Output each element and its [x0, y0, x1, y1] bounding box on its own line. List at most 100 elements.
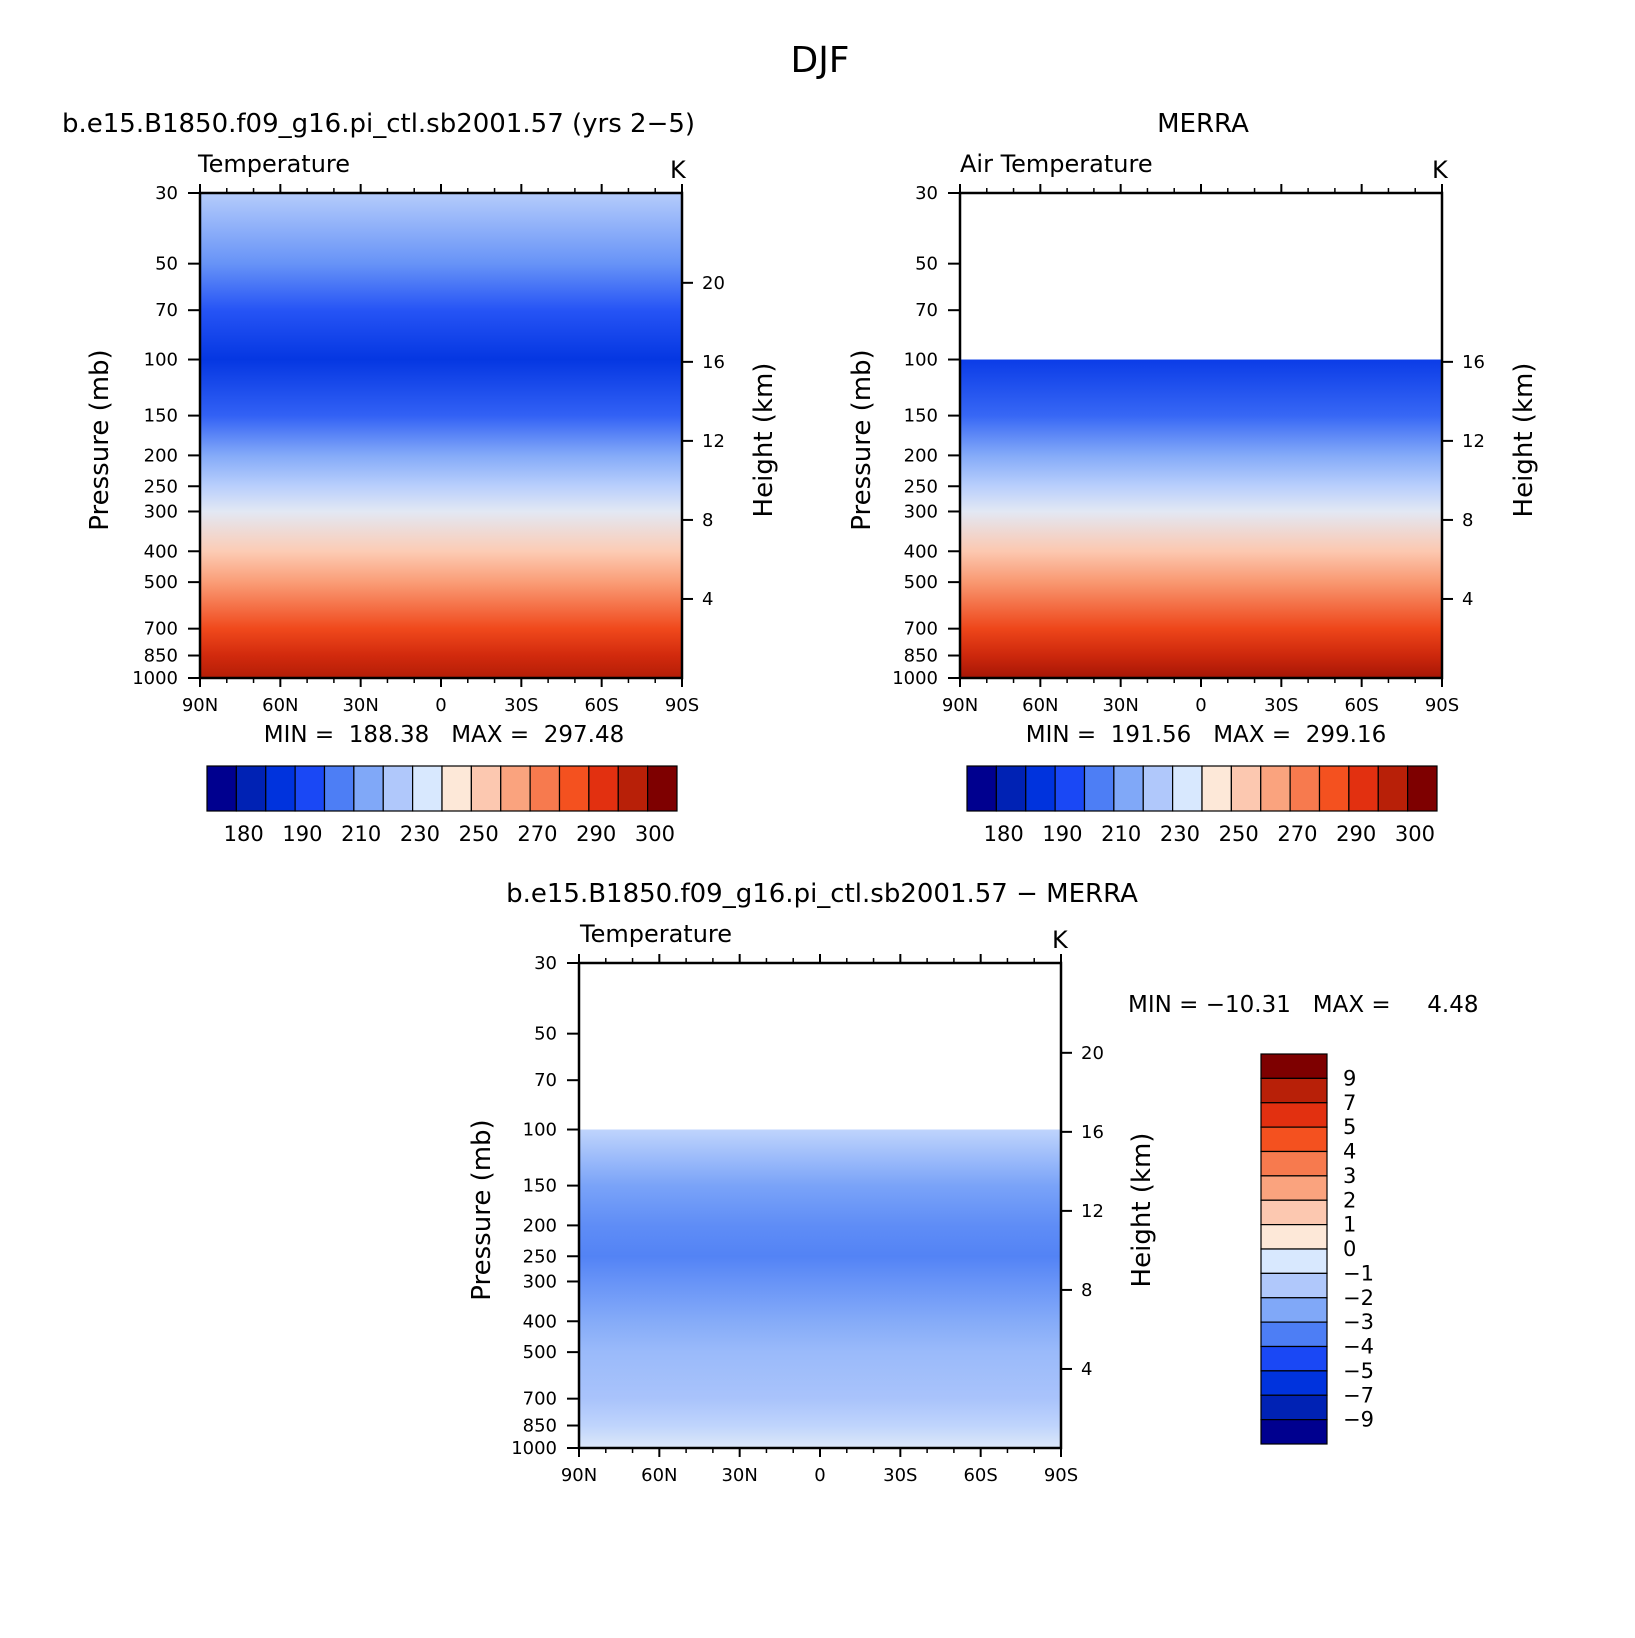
colorbar-label: 270 [517, 822, 557, 846]
colorbar-box [1260, 1370, 1328, 1396]
colorbar-box [235, 765, 267, 812]
y-tick-label: 400 [904, 541, 938, 562]
colorbar-box [1083, 765, 1115, 812]
colorbar-box [1260, 1126, 1328, 1153]
colorbar-label: 4 [1343, 1140, 1356, 1164]
colorbar-label: 7 [1343, 1091, 1356, 1115]
panel-model-plot: 90N 60N 30N 0 30S 60S 90S 30 50 70 100 150 200 250 300… [132, 183, 725, 716]
colorbar-label: 290 [576, 822, 616, 846]
figure-title: DJF [790, 40, 849, 81]
panel-merra-stats: MIN = 191.56 MAX = 299.16 [1026, 722, 1386, 748]
panel-difference-y2label: Height (km) [1127, 1133, 1157, 1288]
colorbar-label: 270 [1277, 822, 1317, 846]
y2-tick-label: 12 [702, 431, 725, 452]
panel-difference-title: b.e15.B1850.f09_g16.pi_ctl.sb2001.57 − M… [506, 879, 1138, 909]
panel-model-title: b.e15.B1850.f09_g16.pi_ctl.sb2001.57 (yr… [62, 109, 695, 139]
colorbar-box [1260, 1297, 1328, 1323]
colorbar-label: 210 [1101, 822, 1141, 846]
y-tick-label: 500 [144, 572, 178, 593]
colorbar-box [558, 765, 590, 812]
y2-tick-label: 20 [1081, 1043, 1104, 1064]
colorbar-box [1289, 765, 1321, 812]
colorbar-label: 190 [282, 822, 322, 846]
x-tick-label: 30N [721, 1465, 757, 1486]
colorbar-box [353, 765, 384, 812]
x-tick-label: 30S [1264, 695, 1298, 716]
panel-merra-title: MERRA [1157, 109, 1249, 139]
x-tick-label: 90S [665, 695, 699, 716]
colorbar-box [1260, 1199, 1328, 1226]
panel-merra-variable: Air Temperature [960, 150, 1153, 178]
y-tick-label: 200 [144, 445, 178, 466]
colorbar-label: 9 [1343, 1066, 1356, 1090]
y2-tick-label: 8 [1462, 510, 1473, 531]
colorbar-label: 210 [341, 822, 381, 846]
colorbar-label: 230 [400, 822, 440, 846]
colorbar-box [1230, 765, 1262, 812]
x-tick-label: 60S [584, 695, 618, 716]
y-tick-label: 850 [144, 646, 178, 667]
y-tick-label: 1000 [511, 1438, 557, 1459]
x-tick-label: 90S [1044, 1465, 1078, 1486]
y-tick-label: 700 [523, 1389, 557, 1410]
panel-merra-units: K [1432, 156, 1449, 184]
y2-tick-label: 4 [1462, 589, 1473, 610]
x-tick-label: 60N [1022, 695, 1058, 716]
y-tick-label: 50 [915, 254, 938, 275]
x-tick-label: 0 [1195, 695, 1206, 716]
y2-tick-label: 8 [1081, 1280, 1092, 1301]
panel-difference-ylabel: Pressure (mb) [467, 1119, 497, 1300]
y-tick-label: 250 [144, 476, 178, 497]
colorbar-box [1260, 1224, 1328, 1250]
colorbar-box [1260, 1248, 1328, 1274]
colorbar-label: 300 [635, 822, 675, 846]
y-tick-label: 500 [904, 572, 938, 593]
colorbar-box [1260, 1053, 1328, 1079]
y-tick-label: 30 [534, 953, 557, 974]
colorbar-box [1260, 1345, 1328, 1372]
panel-model-colorbar: 180 190 210 230 250 270 290 300 [206, 765, 678, 846]
colorbar-label: 290 [1336, 822, 1376, 846]
panel-merra-ylabel: Pressure (mb) [847, 349, 877, 530]
colorbar-label: 1 [1343, 1213, 1356, 1237]
y-tick-label: 300 [904, 501, 938, 522]
colorbar-box [1260, 1321, 1328, 1348]
y-tick-label: 70 [534, 1070, 557, 1091]
colorbar-box [1318, 765, 1350, 812]
temperature-field [960, 359, 1442, 678]
colorbar-label: 180 [224, 822, 264, 846]
colorbar-label: 300 [1395, 822, 1435, 846]
x-tick-label: 90N [182, 695, 218, 716]
colorbar-label: 0 [1343, 1237, 1356, 1261]
x-tick-label: 60N [641, 1465, 677, 1486]
colorbar-box [206, 765, 237, 812]
colorbar-box [1260, 1419, 1328, 1445]
y2-tick-label: 4 [1081, 1359, 1092, 1380]
y2-tick-label: 8 [702, 510, 713, 531]
y-tick-label: 700 [904, 619, 938, 640]
colorbar-label: 190 [1042, 822, 1082, 846]
colorbar-label: −3 [1343, 1310, 1374, 1334]
y-tick-label: 850 [523, 1416, 557, 1437]
x-tick-label: 30S [504, 695, 538, 716]
y-tick-label: 50 [155, 254, 178, 275]
colorbar-box [1407, 765, 1438, 812]
colorbar-label: −9 [1343, 1408, 1374, 1432]
panel-difference-units: K [1052, 926, 1069, 954]
y2-tick-label: 12 [1462, 431, 1485, 452]
x-tick-label: 90N [942, 695, 978, 716]
y-tick-label: 700 [144, 619, 178, 640]
colorbar-box [647, 765, 678, 812]
y-tick-label: 200 [904, 445, 938, 466]
colorbar-box [1142, 765, 1174, 812]
y-tick-label: 400 [144, 541, 178, 562]
y-tick-label: 500 [523, 1342, 557, 1363]
y-tick-label: 150 [144, 406, 178, 427]
colorbar-box [1054, 765, 1086, 812]
panel-merra: MERRA Air Temperature K 90N 60N 30N 0 30S 60S… [847, 109, 1539, 846]
colorbar-box [1025, 765, 1056, 812]
y-tick-label: 30 [155, 183, 178, 204]
x-tick-label: 30N [342, 695, 378, 716]
colorbar-box [1348, 765, 1379, 812]
